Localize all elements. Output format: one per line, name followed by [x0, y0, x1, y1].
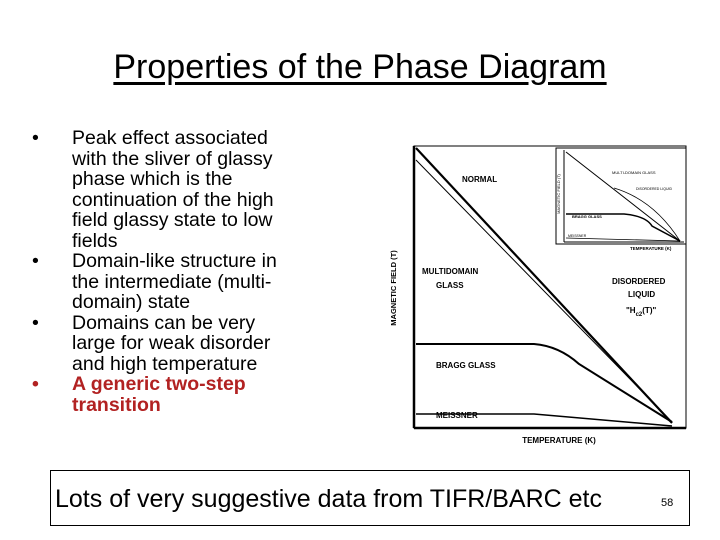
- region-bragg-glass: BRAGG GLASS: [436, 361, 496, 370]
- bullet-item: • Domain-like structure in the intermedi…: [30, 251, 330, 313]
- region-normal: NORMAL: [462, 175, 497, 184]
- inset-diagram: MAGNETIC FIELD (T) MULTI-DOMAIN GLASS DI…: [555, 147, 687, 251]
- inset-meissner-line: [565, 237, 681, 242]
- bullet-item-accent: • A generic two-step transition: [30, 374, 330, 415]
- region-liquid: LIQUID: [628, 290, 655, 299]
- bullet-line: the intermediate (multi-: [72, 270, 272, 293]
- bullet-line: phase which is the: [72, 168, 233, 190]
- bullet-icon: •: [32, 250, 39, 272]
- x-axis-label: TEMPERATURE (K): [522, 436, 596, 445]
- region-disordered: DISORDERED: [612, 277, 666, 286]
- bullet-line: domain) state: [72, 291, 191, 313]
- footer-text: Lots of very suggestive data from TIFR/B…: [55, 485, 602, 513]
- bullet-item: • Peak effect associated with the sliver…: [30, 128, 330, 251]
- inset-meissner-label: MEISSNER: [568, 234, 587, 238]
- bullet-line: A generic two-step: [72, 373, 246, 395]
- bullet-line: continuation of the high: [72, 188, 274, 211]
- hc2-line: [415, 147, 673, 424]
- inset-multidomain-boundary: [613, 187, 681, 242]
- bullet-line: with the sliver of glassy: [72, 147, 273, 170]
- bullet-line: Domains can be very: [72, 311, 256, 334]
- inset-bragg-boundary: [566, 213, 681, 242]
- page-number: 58: [661, 497, 674, 509]
- inset-frame: [555, 147, 687, 245]
- region-multidomain-glass: GLASS: [436, 281, 464, 290]
- region-meissner: MEISSNER: [436, 411, 478, 420]
- bullet-line: fields: [72, 229, 118, 252]
- inset-disordered-label: DISORDERED LIQUID: [636, 187, 672, 191]
- bullet-list: • Peak effect associated with the sliver…: [30, 128, 330, 415]
- slide-title: Properties of the Phase Diagram: [113, 48, 607, 86]
- bragg-glass-boundary: [416, 343, 673, 423]
- inset-multidomain-label: MULTI-DOMAIN GLASS: [612, 170, 656, 175]
- bullet-icon: •: [32, 127, 39, 149]
- bullet-line: Peak effect associated: [72, 127, 268, 149]
- bullet-line: transition: [72, 393, 161, 416]
- inset-bragg-label: BRAGG GLASS: [572, 214, 602, 219]
- bullet-icon: •: [32, 311, 39, 334]
- bullet-line: field glassy state to low: [72, 209, 273, 231]
- bullet-line: Domain-like structure in: [72, 250, 277, 272]
- region-multidomain: MULTIDOMAIN: [422, 267, 479, 276]
- bullet-icon: •: [32, 373, 39, 395]
- meissner-line: [416, 413, 673, 427]
- bullet-line: and high temperature: [72, 352, 258, 375]
- multidomain-boundary: [415, 159, 673, 423]
- bullet-line: large for weak disorder: [72, 332, 271, 354]
- hc2-label: "Hc2(T)": [626, 306, 656, 318]
- footer-box: Lots of very suggestive data from TIFR/B…: [50, 470, 690, 526]
- bullet-item: • Domains can be very large for weak dis…: [30, 311, 330, 375]
- phase-diagram: MAGNETIC FIELD (T) TEMPERATURE (K) NORMA…: [389, 145, 687, 445]
- y-axis-label: MAGNETIC FIELD (T): [389, 250, 398, 326]
- inset-x-label: TEMPERATURE (K): [630, 246, 672, 251]
- inset-hc2-line: [565, 151, 681, 242]
- inset-y-label: MAGNETIC FIELD (T): [556, 173, 561, 213]
